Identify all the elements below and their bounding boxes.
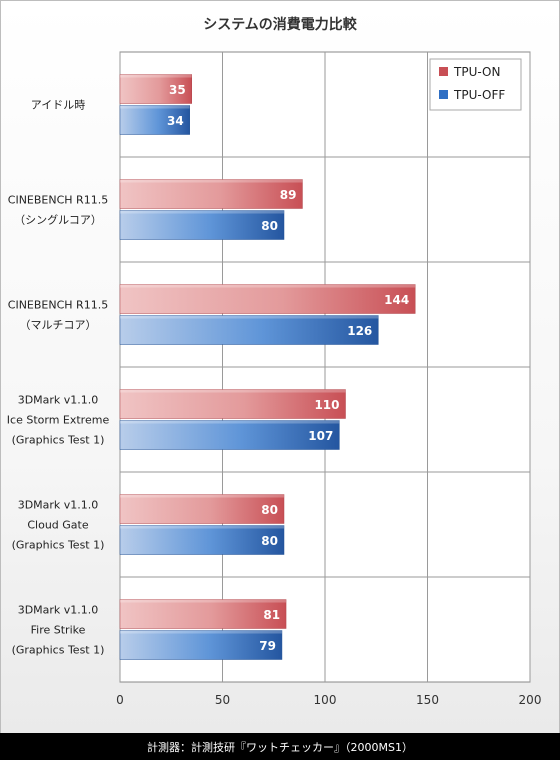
bar-highlight [120,420,340,424]
bar-highlight [120,315,379,319]
category-label: CINEBENCH R11.5 [8,194,108,207]
chart-title: システムの消費電力比較 [203,17,357,33]
bar-highlight [120,525,284,529]
data-label: 126 [347,324,372,338]
bar-highlight [120,74,192,78]
data-label: 107 [308,429,333,443]
category-label: Ice Storm Extreme [7,414,110,427]
legend-swatch-tpu-off [439,90,448,99]
category-label: (Graphics Test 1) [12,539,105,552]
category-label: （シングルコア） [14,213,102,227]
category-label: (Graphics Test 1) [12,644,105,657]
bar-highlight [120,284,416,288]
legend-label-tpu-off: TPU-OFF [453,88,505,102]
category-label: アイドル時 [31,99,85,112]
bar-tpu-off [119,630,283,660]
bar-tpu-on [119,74,192,104]
data-label: 81 [263,608,280,622]
bar-tpu-off [119,105,190,135]
bar-tpu-on [119,284,416,314]
data-label: 110 [314,398,339,412]
bar-highlight [120,599,287,603]
data-label: 79 [259,639,276,653]
category-label: Fire Strike [31,624,86,637]
bar-highlight [120,210,284,214]
x-tick-label: 100 [314,693,337,707]
x-tick-label: 200 [519,693,542,707]
footer-note: 計測器：計測技研『ワットチェッカー』（2000MS1） [0,733,560,760]
bar-highlight [120,630,282,634]
bar-tpu-off [119,420,340,450]
data-label: 89 [280,188,297,202]
bar-tpu-on [119,389,346,419]
x-tick-label: 50 [215,693,230,707]
legend-label-tpu-on: TPU-ON [453,65,500,79]
data-label: 34 [167,114,184,128]
x-tick-label: 0 [116,693,124,707]
data-label: 144 [384,293,409,307]
data-label: 80 [261,534,278,548]
category-label: 3DMark v1.1.0 [18,499,99,512]
data-label: 80 [261,219,278,233]
bar-highlight [120,105,190,109]
data-label: 80 [261,503,278,517]
bar-tpu-on [119,599,287,629]
bar-tpu-off [119,210,285,240]
category-label: 3DMark v1.1.0 [18,394,99,407]
data-label: 35 [169,83,186,97]
bar-tpu-on [119,179,303,209]
category-label: CINEBENCH R11.5 [8,299,108,312]
category-label: Cloud Gate [27,519,88,532]
category-label: (Graphics Test 1) [12,434,105,447]
bar-tpu-off [119,525,285,555]
legend-swatch-tpu-on [439,67,448,76]
bar-tpu-off [119,315,379,345]
bar-highlight [120,179,303,183]
bar-tpu-on [119,494,285,524]
chart-plot: 0 50 100 150 200 アイドル時 35 34 CINEBENCH R11.5 （シング… [7,51,542,707]
x-tick-label: 150 [416,693,439,707]
category-label: 3DMark v1.1.0 [18,604,99,617]
category-label: （マルチコア） [20,319,97,332]
bar-highlight [120,494,284,498]
bar-highlight [120,389,346,393]
